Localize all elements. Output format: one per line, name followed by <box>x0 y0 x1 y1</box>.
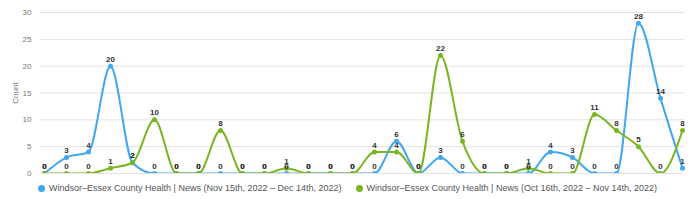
svg-text:20: 20 <box>106 55 115 64</box>
svg-text:0: 0 <box>284 162 289 172</box>
svg-text:0: 0 <box>328 162 333 171</box>
svg-text:0: 0 <box>482 162 487 171</box>
svg-text:0: 0 <box>174 162 179 171</box>
svg-text:0: 0 <box>86 162 91 171</box>
svg-text:2: 2 <box>130 151 135 160</box>
svg-text:0: 0 <box>27 169 32 178</box>
html-text:Windsor–Essex County Health |: Windsor–Essex County Health | News (Nov … <box>49 183 342 193</box>
svg-text:0: 0 <box>350 162 355 171</box>
svg-text:0: 0 <box>526 162 531 172</box>
svg-text:8: 8 <box>614 119 619 128</box>
svg-text:1: 1 <box>526 157 531 166</box>
svg-text:0: 0 <box>350 162 355 171</box>
svg-text:10: 10 <box>23 115 32 124</box>
svg-text:0: 0 <box>416 162 421 171</box>
svg-text:2: 2 <box>130 151 135 160</box>
svg-text:0: 0 <box>592 162 597 171</box>
svg-text:Count: Count <box>11 82 20 104</box>
svg-text:22: 22 <box>436 44 445 53</box>
svg-text:0: 0 <box>482 162 487 171</box>
svg-text:0: 0 <box>416 162 421 171</box>
svg-text:3: 3 <box>570 146 575 155</box>
svg-text:4: 4 <box>86 141 91 150</box>
svg-text:8: 8 <box>680 119 685 128</box>
svg-text:0: 0 <box>504 162 509 171</box>
svg-text:0: 0 <box>460 162 465 171</box>
svg-text:28: 28 <box>634 12 643 21</box>
svg-text:0: 0 <box>64 162 69 171</box>
svg-text:0: 0 <box>658 162 663 171</box>
svg-text:3: 3 <box>64 146 69 155</box>
svg-text:0: 0 <box>42 162 47 171</box>
svg-text:20: 20 <box>23 62 32 71</box>
svg-text:6: 6 <box>394 130 399 139</box>
svg-text:0: 0 <box>196 162 201 171</box>
svg-text:4: 4 <box>372 141 377 150</box>
svg-text:1: 1 <box>284 157 289 166</box>
svg-text:0: 0 <box>504 162 509 171</box>
svg-text:11: 11 <box>590 103 599 112</box>
svg-text:3: 3 <box>438 146 443 155</box>
svg-text:0: 0 <box>262 162 267 171</box>
svg-text:8: 8 <box>218 119 223 128</box>
svg-text:15: 15 <box>23 89 32 98</box>
svg-text:0: 0 <box>174 162 179 171</box>
svg-text:0: 0 <box>328 162 333 171</box>
svg-text:10: 10 <box>150 108 159 117</box>
svg-text:25: 25 <box>23 35 32 44</box>
svg-text:0: 0 <box>614 162 619 171</box>
svg-text:6: 6 <box>460 130 465 139</box>
svg-text:0: 0 <box>152 162 157 171</box>
svg-text:0: 0 <box>306 162 311 171</box>
svg-text:1: 1 <box>680 157 685 166</box>
svg-text:0: 0 <box>306 162 311 171</box>
svg-text:30: 30 <box>23 8 32 17</box>
svg-text:5: 5 <box>636 135 641 144</box>
svg-text:0: 0 <box>240 162 245 171</box>
svg-text:0: 0 <box>240 162 245 171</box>
svg-text:0: 0 <box>548 162 553 171</box>
svg-text:4: 4 <box>394 141 399 150</box>
svg-text:14: 14 <box>656 87 665 96</box>
svg-text:0: 0 <box>262 162 267 171</box>
svg-text:0: 0 <box>196 162 201 171</box>
svg-text:0: 0 <box>372 162 377 171</box>
svg-text:4: 4 <box>548 141 553 150</box>
html-text:Windsor–Essex County Health |: Windsor–Essex County Health | News (Oct … <box>366 183 657 193</box>
svg-text:5: 5 <box>27 142 32 151</box>
svg-text:0: 0 <box>570 162 575 171</box>
svg-text:0: 0 <box>218 162 223 171</box>
svg-text:1: 1 <box>108 157 113 166</box>
svg-text:0: 0 <box>42 162 47 171</box>
